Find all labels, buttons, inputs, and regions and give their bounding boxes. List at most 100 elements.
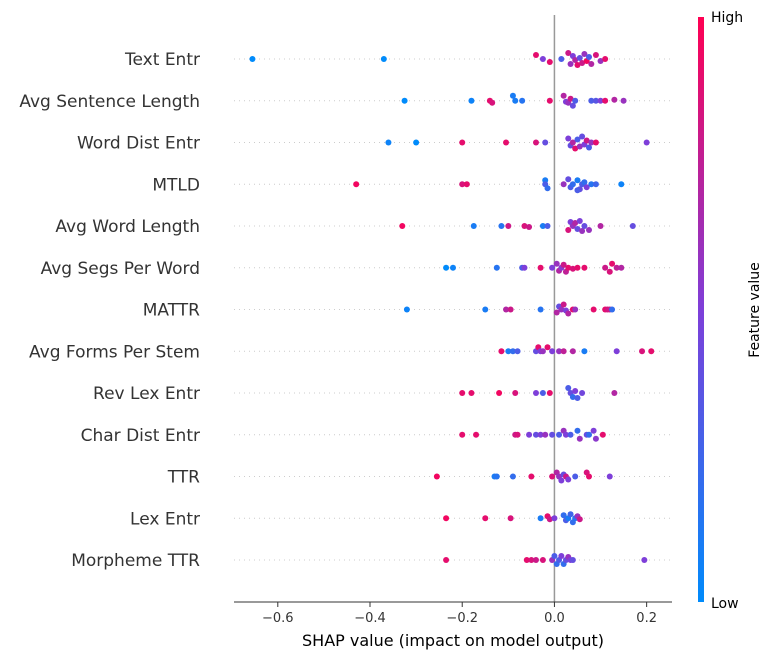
data-point <box>581 348 588 355</box>
data-point <box>560 261 567 268</box>
data-point <box>551 515 558 522</box>
data-point <box>569 265 576 272</box>
data-point <box>572 306 579 313</box>
data-point <box>493 473 500 480</box>
data-point <box>560 348 567 355</box>
data-point <box>549 264 556 271</box>
data-point <box>579 133 586 140</box>
feature-label: Char Dist Entr <box>81 426 200 446</box>
data-point <box>641 557 648 563</box>
data-point <box>629 223 636 229</box>
data-point <box>609 306 616 313</box>
data-point <box>579 228 586 234</box>
data-point <box>590 427 597 434</box>
data-point <box>523 557 530 563</box>
data-point <box>588 97 595 104</box>
data-point <box>574 177 581 184</box>
data-point <box>586 144 593 151</box>
data-point <box>606 473 613 480</box>
data-point <box>556 348 563 355</box>
data-point <box>560 92 567 99</box>
data-point <box>539 223 546 229</box>
feature-label: Text Entr <box>124 50 200 70</box>
data-point <box>574 62 581 68</box>
data-point <box>459 431 466 438</box>
data-point <box>443 515 450 522</box>
data-point <box>560 181 567 188</box>
data-point <box>459 181 466 188</box>
feature-label: Lex Entr <box>130 509 200 529</box>
data-point <box>532 557 539 563</box>
data-point <box>514 348 521 355</box>
data-point <box>528 557 535 563</box>
data-point <box>586 227 593 233</box>
data-point <box>567 95 574 102</box>
data-point <box>519 97 526 104</box>
data-point <box>503 306 510 313</box>
data-point <box>463 181 470 188</box>
feature-label: Avg Word Length <box>55 217 200 237</box>
data-point <box>574 395 581 401</box>
colorbar: High Low Feature value <box>698 10 763 612</box>
data-point <box>565 264 572 271</box>
data-point <box>583 137 590 144</box>
data-point <box>586 431 593 438</box>
data-point <box>514 431 521 438</box>
data-point <box>401 97 408 104</box>
data-point <box>528 473 535 480</box>
data-point <box>592 52 599 58</box>
x-axis-ticks: −0.6 −0.4 −0.2 0.0 0.2 <box>262 602 657 626</box>
data-point <box>574 226 581 232</box>
feature-label: Avg Segs Per Word <box>41 259 200 279</box>
data-point <box>558 306 565 313</box>
colorbar-low-label: Low <box>711 596 739 612</box>
data-point <box>558 477 565 484</box>
data-point <box>482 306 489 313</box>
data-point <box>569 394 576 400</box>
data-point <box>249 56 256 62</box>
data-point <box>572 220 579 226</box>
data-point <box>470 223 477 229</box>
data-point <box>588 181 595 188</box>
data-point <box>592 181 599 188</box>
data-point <box>558 553 565 559</box>
data-point <box>537 431 544 438</box>
data-point <box>618 181 625 188</box>
data-point <box>579 390 586 396</box>
data-point <box>579 60 586 66</box>
data-point <box>380 56 387 62</box>
feature-label: Morpheme TTR <box>71 551 200 571</box>
feature-label: Rev Lex Entr <box>93 384 200 404</box>
x-tick-label: −0.2 <box>446 611 478 626</box>
data-point <box>606 268 613 275</box>
data-point <box>620 97 627 104</box>
data-point <box>468 390 475 396</box>
data-point <box>588 139 595 146</box>
data-point <box>512 390 519 396</box>
data-point <box>574 187 581 194</box>
data-point <box>532 390 539 396</box>
data-points <box>249 50 655 567</box>
data-point <box>560 301 567 308</box>
data-point <box>613 264 620 271</box>
data-point <box>565 476 572 483</box>
data-point <box>560 512 567 519</box>
data-point <box>602 56 609 62</box>
data-point <box>353 181 360 188</box>
data-point <box>648 348 655 355</box>
feature-label: MATTR <box>143 301 200 321</box>
data-point <box>569 102 576 109</box>
data-point <box>639 348 646 355</box>
data-point <box>498 223 505 229</box>
data-point <box>546 390 553 396</box>
data-point <box>574 264 581 271</box>
data-point <box>572 388 579 394</box>
data-point <box>597 97 604 104</box>
data-point <box>567 431 574 438</box>
data-point <box>385 139 392 146</box>
data-point <box>565 176 572 183</box>
data-point <box>403 306 410 313</box>
data-point <box>565 50 572 56</box>
feature-label: Avg Forms Per Stem <box>29 342 200 362</box>
